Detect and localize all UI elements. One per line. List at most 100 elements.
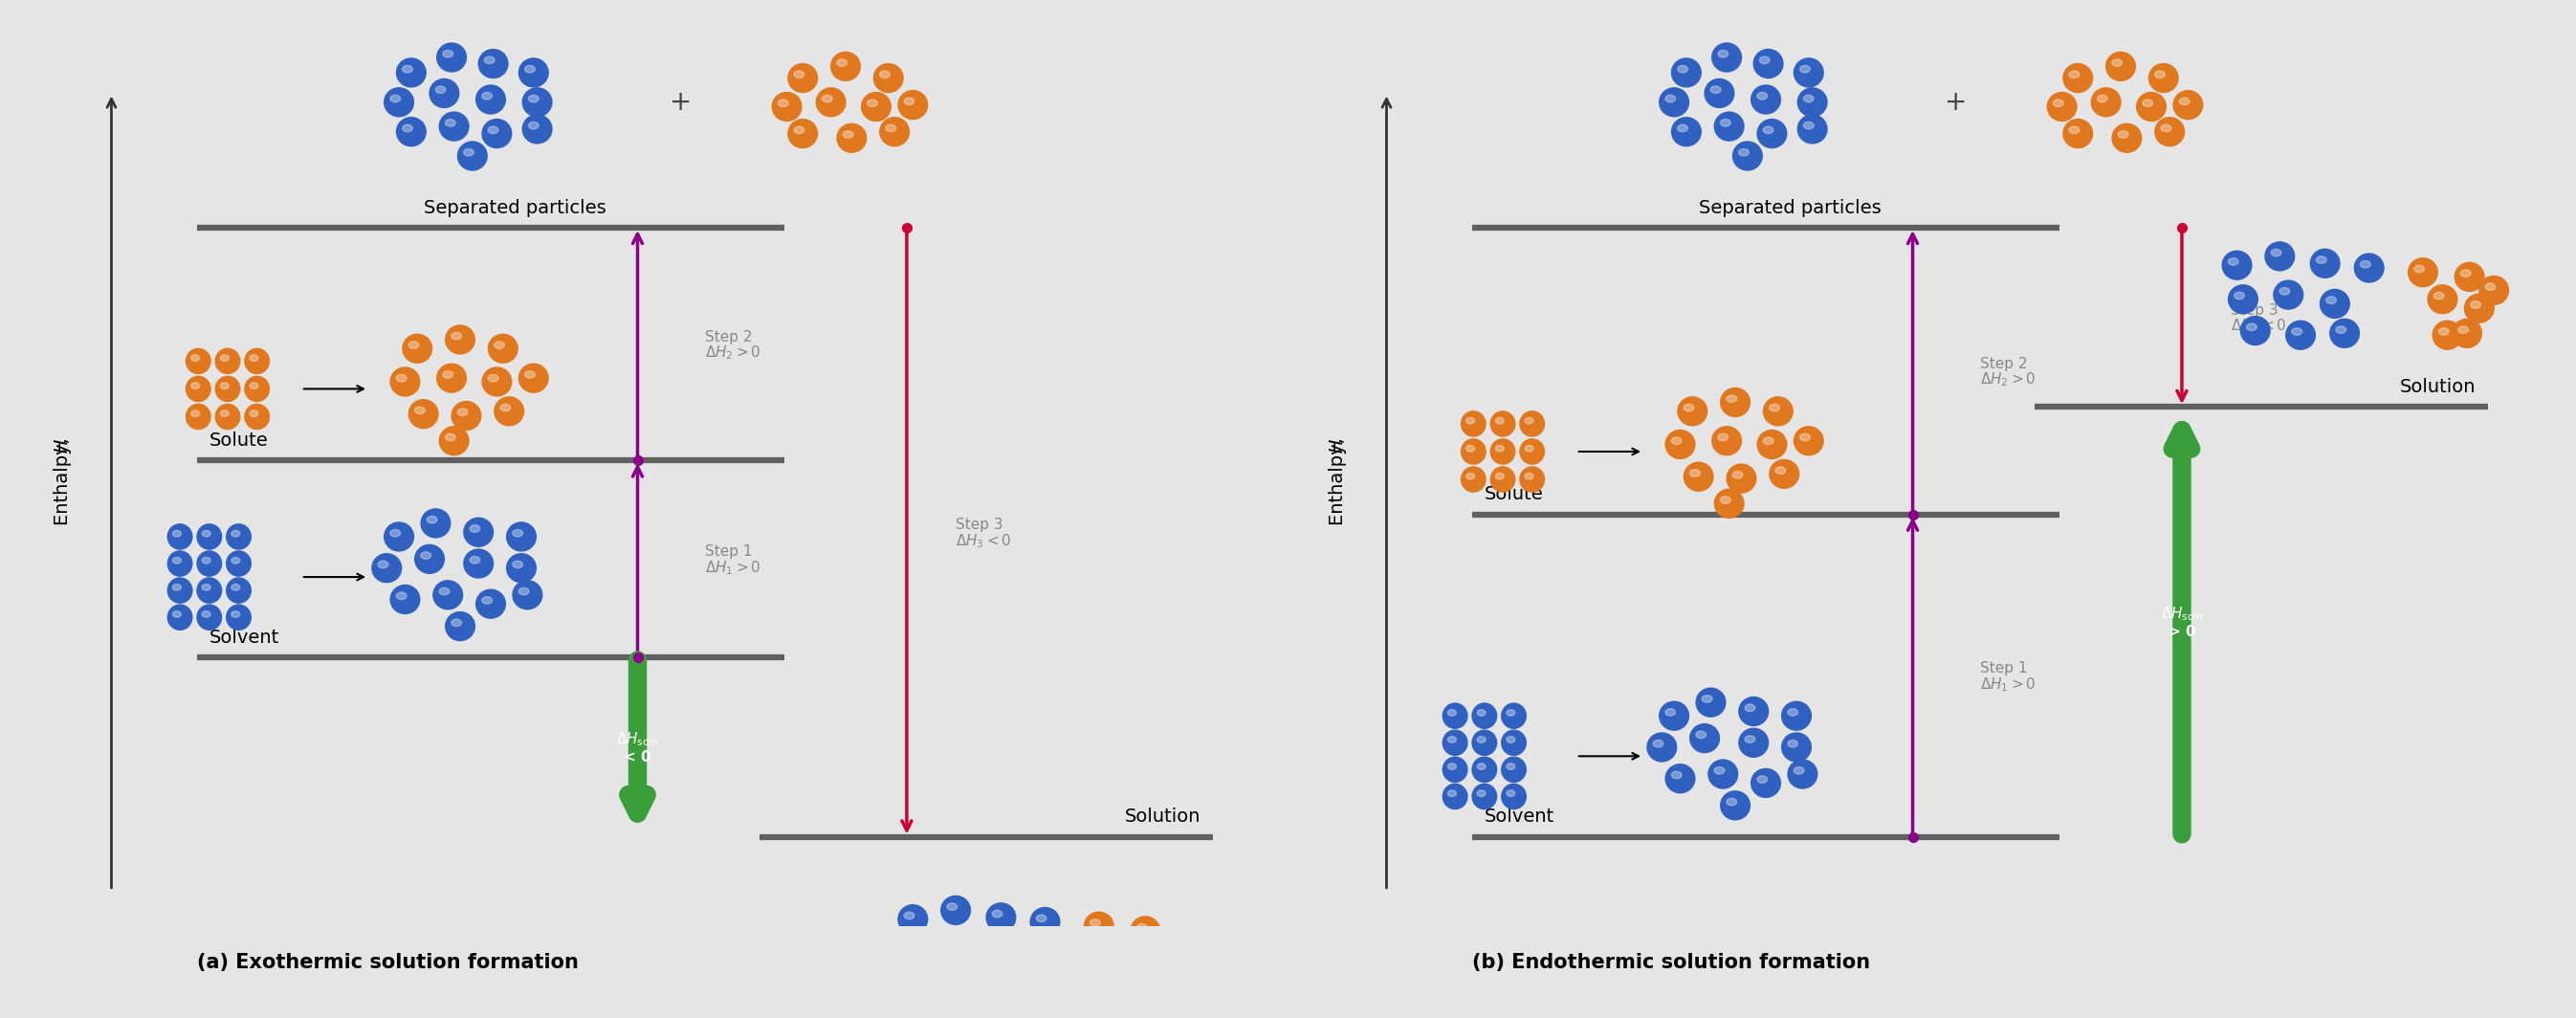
Ellipse shape bbox=[1739, 149, 1749, 156]
Ellipse shape bbox=[1476, 736, 1486, 743]
Ellipse shape bbox=[2174, 91, 2202, 119]
Ellipse shape bbox=[523, 88, 551, 116]
Ellipse shape bbox=[1476, 790, 1486, 796]
Text: +: + bbox=[1945, 89, 1965, 116]
Text: $\Delta H_1 > 0$: $\Delta H_1 > 0$ bbox=[706, 559, 760, 577]
Ellipse shape bbox=[250, 355, 258, 361]
Ellipse shape bbox=[1739, 697, 1767, 726]
Ellipse shape bbox=[899, 91, 927, 119]
Ellipse shape bbox=[2069, 126, 2079, 133]
Ellipse shape bbox=[951, 935, 979, 963]
Ellipse shape bbox=[904, 98, 914, 105]
Ellipse shape bbox=[1672, 438, 1682, 445]
Ellipse shape bbox=[232, 584, 240, 590]
Ellipse shape bbox=[1801, 65, 1811, 72]
Ellipse shape bbox=[1726, 464, 1757, 493]
Text: Step 1: Step 1 bbox=[706, 545, 752, 559]
Ellipse shape bbox=[2458, 326, 2468, 333]
Ellipse shape bbox=[384, 522, 415, 551]
Ellipse shape bbox=[477, 86, 505, 114]
Ellipse shape bbox=[500, 404, 510, 411]
Text: Enthalpy,: Enthalpy, bbox=[54, 432, 72, 525]
Ellipse shape bbox=[2460, 270, 2470, 277]
Ellipse shape bbox=[793, 126, 804, 133]
Ellipse shape bbox=[513, 529, 523, 536]
Ellipse shape bbox=[773, 93, 801, 121]
Ellipse shape bbox=[822, 95, 832, 102]
Ellipse shape bbox=[1115, 982, 1126, 989]
Text: Step 1: Step 1 bbox=[1981, 662, 2027, 676]
Ellipse shape bbox=[250, 410, 258, 416]
Ellipse shape bbox=[446, 434, 456, 441]
Ellipse shape bbox=[2246, 324, 2257, 331]
Ellipse shape bbox=[1448, 790, 1455, 796]
Ellipse shape bbox=[2228, 285, 2257, 314]
Ellipse shape bbox=[1108, 975, 1139, 1004]
Ellipse shape bbox=[1721, 497, 1731, 504]
Ellipse shape bbox=[2316, 257, 2326, 264]
Ellipse shape bbox=[837, 59, 848, 66]
Ellipse shape bbox=[222, 355, 229, 361]
Ellipse shape bbox=[2092, 88, 2120, 116]
Ellipse shape bbox=[1110, 946, 1121, 953]
Ellipse shape bbox=[1716, 490, 1744, 518]
Ellipse shape bbox=[2053, 100, 2063, 107]
Ellipse shape bbox=[2354, 253, 2383, 282]
Ellipse shape bbox=[1788, 709, 1798, 716]
Ellipse shape bbox=[2434, 292, 2445, 299]
Ellipse shape bbox=[1803, 122, 1814, 129]
Ellipse shape bbox=[201, 530, 211, 536]
Ellipse shape bbox=[1695, 731, 1705, 738]
Ellipse shape bbox=[1713, 427, 1741, 455]
Ellipse shape bbox=[173, 584, 180, 590]
Ellipse shape bbox=[410, 341, 420, 348]
Ellipse shape bbox=[443, 50, 453, 57]
Ellipse shape bbox=[428, 516, 438, 523]
Ellipse shape bbox=[191, 410, 198, 416]
Text: Step 3: Step 3 bbox=[956, 518, 1002, 532]
Ellipse shape bbox=[1131, 916, 1159, 945]
Ellipse shape bbox=[1664, 709, 1674, 716]
Ellipse shape bbox=[1133, 980, 1144, 987]
Ellipse shape bbox=[173, 530, 180, 536]
Ellipse shape bbox=[1664, 95, 1674, 102]
Ellipse shape bbox=[1803, 95, 1814, 102]
Ellipse shape bbox=[526, 65, 536, 72]
Ellipse shape bbox=[392, 367, 420, 396]
Ellipse shape bbox=[479, 49, 507, 78]
Ellipse shape bbox=[446, 612, 474, 640]
Ellipse shape bbox=[1507, 764, 1515, 770]
Ellipse shape bbox=[1721, 119, 1731, 126]
Ellipse shape bbox=[1448, 764, 1455, 770]
Ellipse shape bbox=[1716, 112, 1744, 140]
Ellipse shape bbox=[167, 578, 193, 603]
Ellipse shape bbox=[167, 524, 193, 550]
Ellipse shape bbox=[477, 589, 505, 618]
Ellipse shape bbox=[1770, 404, 1780, 411]
Ellipse shape bbox=[464, 518, 492, 547]
Ellipse shape bbox=[1685, 462, 1713, 491]
Ellipse shape bbox=[222, 383, 229, 389]
Ellipse shape bbox=[1036, 915, 1046, 922]
Ellipse shape bbox=[1752, 769, 1780, 797]
Ellipse shape bbox=[2409, 259, 2437, 287]
Ellipse shape bbox=[1497, 417, 1504, 423]
Ellipse shape bbox=[899, 905, 927, 934]
Ellipse shape bbox=[2321, 289, 2349, 318]
Ellipse shape bbox=[1471, 757, 1497, 782]
Ellipse shape bbox=[1667, 765, 1695, 793]
Ellipse shape bbox=[216, 404, 240, 430]
Ellipse shape bbox=[2063, 64, 2092, 93]
Ellipse shape bbox=[1090, 919, 1100, 926]
Ellipse shape bbox=[2427, 285, 2458, 314]
Ellipse shape bbox=[1713, 43, 1741, 71]
Ellipse shape bbox=[2470, 301, 2481, 308]
Ellipse shape bbox=[371, 554, 402, 582]
Ellipse shape bbox=[1476, 710, 1486, 716]
Ellipse shape bbox=[1744, 704, 1754, 712]
Ellipse shape bbox=[518, 363, 549, 393]
Ellipse shape bbox=[451, 333, 461, 340]
Ellipse shape bbox=[1492, 411, 1515, 437]
Ellipse shape bbox=[469, 557, 479, 564]
Ellipse shape bbox=[1497, 445, 1504, 452]
